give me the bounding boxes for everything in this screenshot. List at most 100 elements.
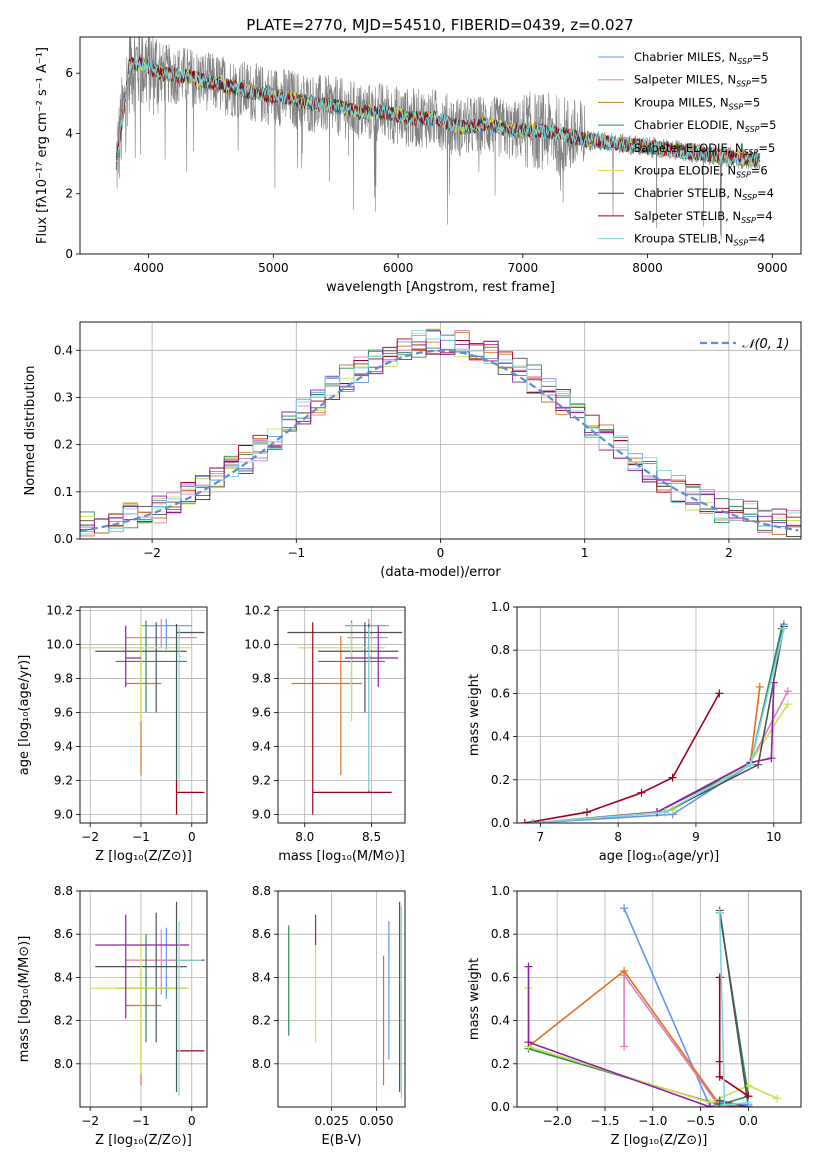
y-tick-label: 9.4 <box>252 739 271 753</box>
data-point-errorbar <box>125 625 141 687</box>
series-path <box>532 690 789 823</box>
x-tick-label: 0.050 <box>359 1114 393 1128</box>
massweight-vs-age-ylabel: mass weight <box>467 674 482 756</box>
y-tick-label: 8.4 <box>252 970 271 984</box>
spectrum-ylabel: Flux [fλ10⁻¹⁷ erg cm⁻² s⁻¹ A⁻¹] <box>35 47 50 244</box>
age-vs-mass-frame <box>277 606 406 824</box>
data-point-errorbar <box>318 622 399 713</box>
y-tick-label: 9.6 <box>54 705 73 719</box>
residual-histogram <box>80 330 801 535</box>
mass-vs-Z-xlabel: Z [log₁₀(Z/Z⊙)] <box>95 1133 192 1148</box>
data-point-errorbar <box>80 622 192 721</box>
plus-marker <box>668 773 677 782</box>
plus-marker <box>715 908 724 917</box>
series-line <box>528 624 786 823</box>
data-point-errorbar <box>312 622 392 815</box>
series-path <box>623 907 749 1107</box>
data-point-errorbar <box>115 620 187 713</box>
data-point-errorbar <box>175 624 205 793</box>
x-tick-label: −1 <box>132 1114 150 1128</box>
series-path <box>527 966 749 1107</box>
x-tick-label: −1.0 <box>638 1114 667 1128</box>
plus-marker <box>715 973 724 982</box>
data-point-errorbar <box>176 921 202 1097</box>
series-line <box>524 966 753 1107</box>
plus-marker <box>755 682 764 691</box>
y-tick-label: 6 <box>65 66 73 80</box>
y-tick-label: 0.8 <box>491 643 510 657</box>
y-tick-label: 9.4 <box>54 739 73 753</box>
y-tick-label: 0.4 <box>491 1014 510 1028</box>
x-tick-label: 5000 <box>258 261 289 275</box>
age-vs-mass-axes: 8.0 8.5 9.0 9.2 9.4 9.6 9.8 10.0 10.2 mass [log₁₀… <box>244 603 405 864</box>
legend-label: Chabrier ELODIE, NSSP=5 <box>634 118 776 134</box>
x-tick-label: 9 <box>692 830 700 844</box>
plus-marker <box>715 1096 724 1105</box>
data-point-errorbar <box>175 780 205 815</box>
plus-marker <box>528 819 537 823</box>
y-tick-label: 9.0 <box>252 807 271 821</box>
data-point-errorbar <box>368 627 372 791</box>
y-tick-label: 8.8 <box>54 884 73 898</box>
y-tick-label: 0 <box>65 247 73 261</box>
model-spectrum-line <box>115 57 761 167</box>
series-line <box>620 904 753 1107</box>
x-tick-label: 1 <box>581 546 589 560</box>
plus-marker <box>520 819 529 823</box>
y-tick-label: 0.2 <box>491 1057 510 1071</box>
series-line <box>715 973 753 1101</box>
series-line <box>528 678 778 823</box>
spectrum-frame <box>79 36 802 255</box>
age-vs-Z-xlabel: Z [log₁₀(Z/Z⊙)] <box>95 849 192 864</box>
plus-marker <box>720 1100 729 1107</box>
x-tick-label: 0.025 <box>314 1114 348 1128</box>
plus-marker <box>767 754 776 763</box>
data-point-errorbar <box>125 929 197 995</box>
data-point-errorbar <box>291 635 363 776</box>
y-tick-label: 9.6 <box>252 705 271 719</box>
plus-marker <box>715 1072 724 1081</box>
y-tick-label: 1.0 <box>491 884 510 898</box>
residuals-ylabel: Normed distribution <box>23 366 38 496</box>
series-path <box>532 624 785 823</box>
plus-marker <box>715 689 724 698</box>
age-vs-Z-frame <box>79 606 208 824</box>
data-point-errorbar <box>90 934 190 1075</box>
mass-vs-EBV-axes: 0.025 0.050 8.0 8.2 8.4 8.6 8.8 E(B-V) <box>252 884 405 1148</box>
y-tick-label: 8.6 <box>54 927 73 941</box>
y-tick-label: 0.6 <box>491 686 510 700</box>
series-line <box>715 906 753 1107</box>
x-tick-label: −2.0 <box>543 1114 572 1128</box>
data-point-errorbar <box>140 618 192 650</box>
figure-title: PLATE=2770, MJD=54510, FIBERID=0439, z=0… <box>246 16 633 34</box>
y-tick-label: 10.2 <box>244 603 271 617</box>
x-tick-label: −2 <box>81 830 99 844</box>
x-tick-label: −1.5 <box>590 1114 619 1128</box>
residuals-frame <box>79 321 802 540</box>
y-tick-label: 8.0 <box>252 1057 271 1071</box>
age-vs-Z-axes: −2 −1 0 9.0 9.2 9.4 9.6 9.8 10.0 10.2 Z [log₁₀(Z/Z… <box>17 603 207 864</box>
plus-marker <box>779 624 788 633</box>
series-line <box>520 689 724 823</box>
y-tick-label: 0.3 <box>54 390 73 404</box>
spectrum-legend: Chabrier MILES, NSSP=5 Salpeter MILES, NS… <box>598 50 776 248</box>
x-tick-label: 0 <box>188 1114 196 1128</box>
data-point-errorbar <box>95 914 190 1019</box>
legend-label: Chabrier STELIB, NSSP=4 <box>634 186 774 202</box>
plus-marker <box>524 962 533 971</box>
series-line <box>715 908 753 1107</box>
legend-label: Chabrier MILES, NSSP=5 <box>634 50 769 66</box>
plus-marker <box>754 760 763 769</box>
y-tick-label: 9.0 <box>54 807 73 821</box>
legend-label: 𝒩(0, 1) <box>742 337 789 352</box>
x-tick-label: −1 <box>132 830 150 844</box>
y-tick-label: 10.2 <box>46 603 73 617</box>
data-point-errorbar <box>175 901 205 1092</box>
legend-label: Salpeter STELIB, NSSP=4 <box>634 209 773 225</box>
series-line <box>528 624 788 823</box>
x-tick-label: 8000 <box>632 261 663 275</box>
series-path <box>532 628 785 823</box>
mass-vs-Z-frame <box>79 890 208 1108</box>
legend-label: Kroupa STELIB, NSSP=4 <box>634 232 765 248</box>
legend-label: Kroupa ELODIE, NSSP=6 <box>634 164 768 180</box>
